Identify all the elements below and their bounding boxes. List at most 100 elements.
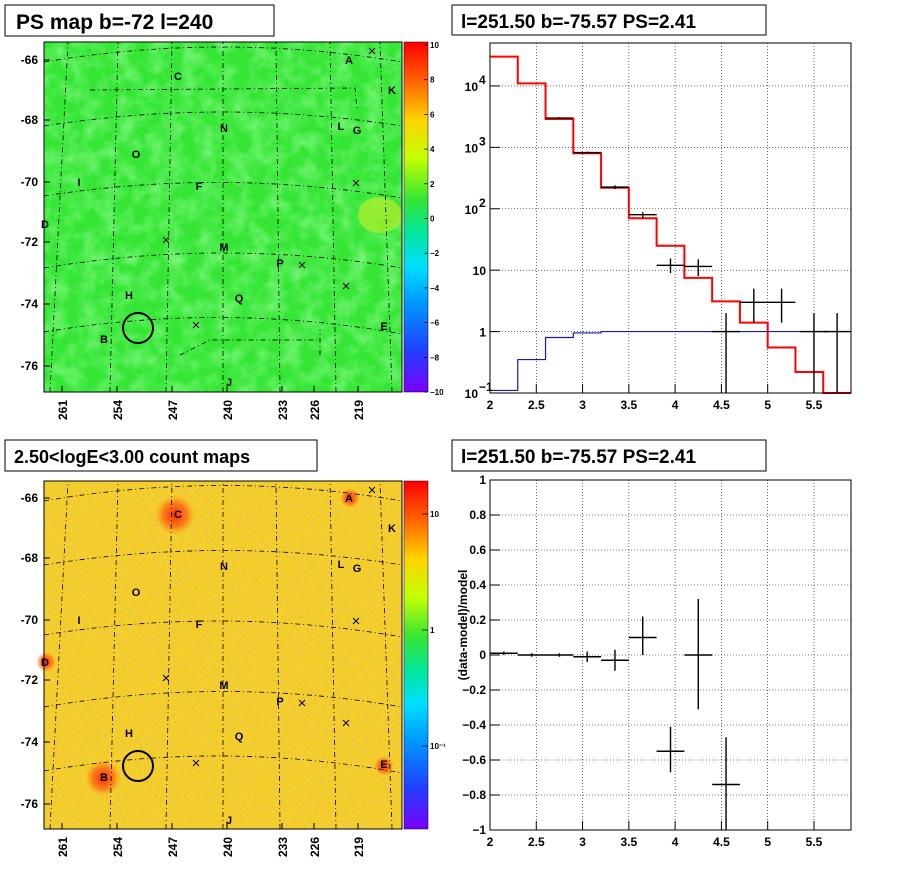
source-label-k: K	[388, 85, 396, 97]
spectrum-point-source-model-histogram	[490, 330, 851, 392]
spectrum-frame	[489, 42, 852, 394]
source-label-q: Q	[235, 731, 244, 743]
source-label-j: J	[226, 815, 232, 827]
ps-map-bright-patch	[358, 197, 402, 233]
palette-tick-label: −2	[430, 249, 440, 258]
residual-x-tick-label: 2.5	[528, 835, 545, 849]
count-map-title-box	[4, 439, 318, 472]
palette-tick-label: −6	[430, 319, 440, 328]
lon-tick-label: 233	[276, 400, 290, 420]
count-map-title: 2.50<logE<3.00 count maps	[14, 447, 250, 467]
lon-tick-label: 261	[56, 837, 70, 857]
ps-map-title-box	[4, 4, 275, 37]
lat-tick-label: -66	[21, 53, 39, 67]
source-label-p: P	[276, 696, 283, 708]
lat-tick-label: -72	[21, 673, 39, 687]
count-map-cross-markers	[162, 486, 376, 767]
lon-tick-label: 247	[166, 400, 180, 420]
lon-tick-label: 247	[166, 837, 180, 857]
residual-y-axis-label: (data-model)/model	[456, 570, 470, 681]
residual-y-tick-label: −0.8	[462, 788, 486, 802]
residual-x-tick-label: 5.5	[806, 835, 823, 849]
lon-tick-label: 233	[276, 837, 290, 857]
residual-y-tick-label: −1	[472, 823, 486, 837]
spectrum-title-box	[451, 4, 767, 36]
source-label-m: M	[219, 680, 228, 692]
residual-y-tick-label: 0.4	[469, 578, 486, 592]
spectrum-y-tick-label: 10	[465, 203, 479, 217]
source-label-l: L	[338, 121, 345, 133]
source-label-b: B	[100, 772, 108, 784]
palette-tick-label: −10	[430, 388, 444, 397]
spectrum-title: l=251.50 b=-75.57 PS=2.41	[461, 12, 696, 33]
spectrum-y-tick-label: 10	[473, 264, 487, 278]
source-label-f: F	[196, 181, 203, 193]
source-label-l: L	[338, 559, 345, 571]
lat-tick-label: -74	[21, 297, 39, 311]
palette-tick-label: 10	[430, 41, 439, 50]
spectrum-y-tick-exponent: 2	[479, 196, 486, 210]
spectrum-y-tick-exponent: 3	[479, 134, 486, 148]
palette-tick-label: 0	[430, 215, 435, 224]
residual-title: l=251.50 b=-75.57 PS=2.41	[461, 447, 696, 468]
residual-x-tick-label: 3.5	[621, 835, 638, 849]
lon-tick-label: 226	[308, 400, 322, 420]
count-map-hotspot-c	[155, 495, 195, 535]
source-label-q: Q	[235, 293, 244, 305]
source-label-b: B	[100, 334, 108, 346]
ps-map-cross-markers	[162, 47, 376, 329]
spectrum-x-tick-label: 3.5	[621, 398, 638, 412]
lat-tick-label: -68	[21, 113, 39, 127]
residual-y-tick-label: 0.8	[469, 508, 486, 522]
residual-y-tick-label: −0.6	[462, 753, 486, 767]
palette-tick-label: 6	[430, 110, 435, 119]
source-label-n: N	[220, 561, 228, 573]
lon-tick-label: 261	[56, 400, 70, 420]
lon-tick-label: 226	[308, 837, 322, 857]
spectrum-x-tick-label: 3	[579, 398, 586, 412]
spectrum-y-tick-label: 10	[465, 387, 479, 401]
spectrum-x-tick-label: 4.5	[713, 398, 730, 412]
source-label-e: E	[380, 759, 387, 771]
lon-tick-label: 219	[352, 837, 366, 857]
lat-tick-label: -70	[21, 613, 39, 627]
lat-tick-label: -76	[21, 797, 39, 811]
source-label-d: D	[41, 657, 49, 669]
spectrum-total-model-histogram	[490, 55, 851, 394]
residual-x-tick-label: 4.5	[713, 835, 730, 849]
spectrum-y-tick-label: 10	[465, 141, 479, 155]
count-map-hotspot-b	[85, 760, 121, 796]
source-label-o: O	[132, 587, 141, 599]
residual-y-tick-label: −0.2	[462, 683, 486, 697]
count-map-target-circle	[122, 750, 154, 782]
palette-tick-label: −8	[430, 353, 440, 362]
residual-x-tick-label: 5	[764, 835, 771, 849]
residual-y-tick-label: −0.4	[462, 718, 486, 732]
palette-tick-label: −4	[430, 284, 440, 293]
spectrum-x-tick-label: 2.5	[528, 398, 545, 412]
source-label-p: P	[276, 258, 283, 270]
lat-tick-label: -72	[21, 235, 39, 249]
source-label-h: H	[125, 728, 133, 740]
spectrum-x-tick-label: 4	[672, 398, 679, 412]
lon-tick-label: 240	[221, 400, 235, 420]
count-map-hotspot-d	[36, 652, 56, 672]
spectrum-y-tick-exponent: 4	[479, 73, 486, 87]
count-palette-bar	[403, 480, 429, 830]
residual-plot: 2 2.5 3 3.5 4 4.5 5 5.5 −1 −0.8 −0.6 −0.4 −0.2 0 0.2 0.…	[456, 473, 852, 849]
ps-palette-bar	[403, 41, 429, 393]
source-label-o: O	[132, 149, 141, 161]
source-label-i: I	[77, 615, 80, 627]
residual-y-tick-label: 0.2	[469, 613, 486, 627]
count-map-panel: A K C N L G O I F D M P H Q E B J -66 -68 -70 -72 -74 -76 261…	[21, 480, 446, 857]
source-label-k: K	[388, 523, 396, 535]
source-label-m: M	[219, 242, 228, 254]
spectrum-y-tick-label: 10	[465, 80, 479, 94]
spectrum-x-tick-label: 5.5	[806, 398, 823, 412]
lon-tick-label: 254	[111, 837, 125, 857]
source-label-a: A	[345, 493, 353, 505]
source-label-c: C	[174, 509, 182, 521]
